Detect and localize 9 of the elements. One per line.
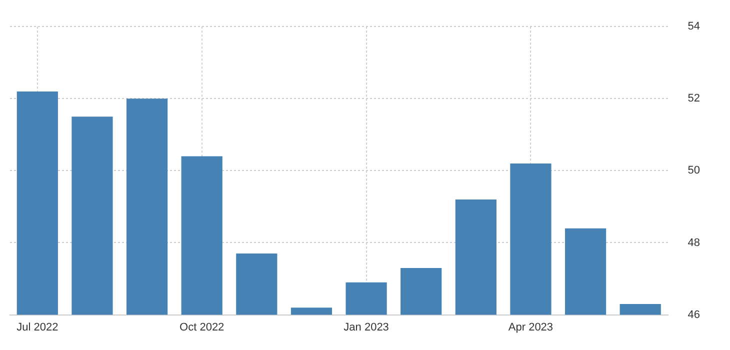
x-tick-label: Jul 2022	[16, 321, 58, 334]
y-tick-label: 48	[688, 236, 700, 249]
x-tick-label: Jan 2023	[344, 321, 389, 334]
x-tick-label: Apr 2023	[508, 321, 554, 334]
x-tick-label: Oct 2022	[180, 321, 224, 334]
y-tick-label: 52	[688, 92, 700, 105]
y-tick-label: 54	[688, 20, 700, 33]
y-tick-label: 46	[688, 308, 700, 321]
y-tick-label: 50	[688, 164, 700, 177]
